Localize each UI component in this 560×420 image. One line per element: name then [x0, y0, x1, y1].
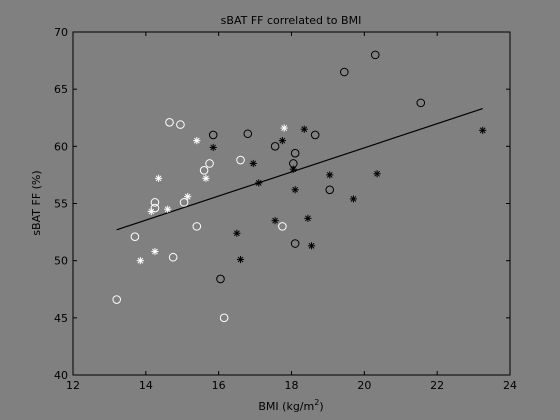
data-point-circle [290, 239, 300, 248]
chart-title: sBAT FF correlated to BMI [221, 14, 362, 27]
data-point-asterisk [255, 179, 263, 187]
data-point-asterisk [236, 255, 245, 264]
data-point-asterisk [136, 257, 144, 265]
y-tick-label: 40 [54, 369, 68, 382]
y-tick-label: 70 [54, 26, 68, 39]
x-tick-label: 22 [430, 379, 444, 392]
axis-ticks: 12 14 16 18 20 22 24 40 45 50 55 60 65 70 [54, 26, 517, 392]
fit-line-layer [116, 108, 483, 231]
data-point-circle [130, 232, 140, 241]
data-point-circle [165, 118, 174, 127]
data-point-asterisk [300, 125, 308, 133]
data-point-circle [199, 166, 209, 175]
data-point-asterisk [373, 170, 381, 178]
x-tick-label: 16 [212, 379, 226, 392]
y-tick-label: 45 [54, 312, 68, 325]
data-point-asterisk [209, 143, 217, 152]
y-tick-label: 55 [54, 198, 68, 211]
plot-area [72, 31, 511, 376]
x-tick-label: 14 [139, 379, 153, 392]
data-point-asterisk [233, 229, 241, 237]
data-point-circle [340, 67, 349, 77]
x-tick-label: 12 [66, 379, 80, 392]
x-tick-label: 18 [285, 379, 299, 392]
data-point-asterisk [280, 124, 288, 132]
x-tick-label: 20 [357, 379, 371, 392]
data-point-circle [270, 142, 280, 151]
data-point-asterisk [249, 159, 257, 168]
data-point-asterisk [304, 214, 312, 222]
data-point-circle [112, 295, 121, 304]
data-point-asterisk [147, 207, 155, 216]
data-point-circle [310, 130, 320, 140]
data-point-circle [219, 313, 229, 323]
data-point-asterisk [271, 217, 279, 225]
data-point-circle [325, 185, 335, 195]
y-tick-label: 60 [54, 140, 68, 153]
data-point-circle [278, 222, 287, 231]
data-point-circle [176, 120, 185, 129]
x-axis-label: BMI (kg/m2) [258, 398, 323, 413]
data-point-asterisk [164, 205, 172, 213]
data-point-circle [192, 222, 202, 231]
data-point-circle [290, 148, 300, 158]
data-point-circle [370, 50, 380, 60]
y-tick-label: 65 [54, 83, 68, 96]
data-point-circle [236, 155, 245, 165]
y-axis-label: sBAT FF (%) [30, 170, 43, 235]
data-point-circle [208, 130, 218, 140]
data-point-asterisk [291, 186, 299, 194]
y-tick-label: 50 [54, 255, 68, 268]
data-point-asterisk [154, 174, 163, 182]
data-point-asterisk [289, 165, 297, 173]
data-point-asterisk [193, 137, 201, 145]
data-point-asterisk [349, 195, 358, 203]
data-point-circle [150, 198, 160, 207]
data-point-circle [216, 274, 225, 284]
data-point-circle [416, 98, 426, 108]
data-point-circle [205, 159, 214, 168]
regression-line [116, 108, 483, 231]
data-point-asterisk [151, 247, 159, 256]
data-points [112, 50, 487, 323]
data-point-asterisk [184, 193, 192, 201]
data-point-circle [179, 198, 189, 207]
data-point-circle [168, 252, 178, 262]
data-point-asterisk [202, 174, 210, 182]
data-point-asterisk [479, 126, 487, 134]
data-point-asterisk [278, 137, 286, 145]
data-point-asterisk [307, 242, 316, 250]
data-point-asterisk [326, 171, 334, 179]
data-point-circle [243, 129, 253, 139]
x-tick-label: 24 [503, 379, 517, 392]
